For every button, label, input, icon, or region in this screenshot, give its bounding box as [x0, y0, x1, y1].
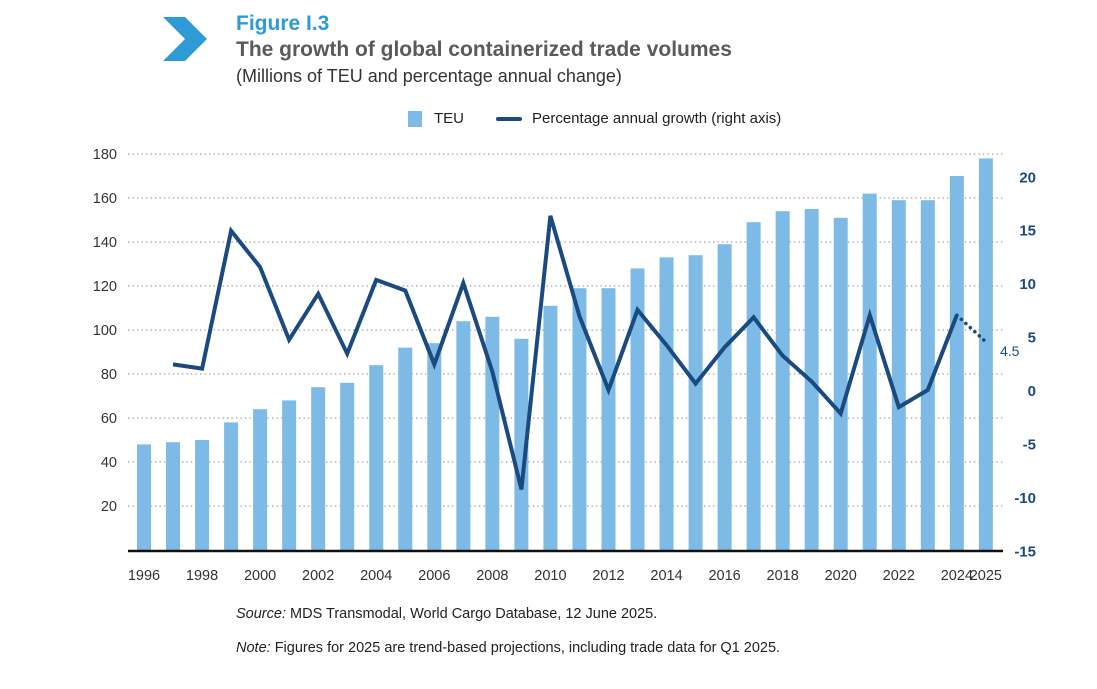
x-tick-label: 2012	[592, 568, 624, 584]
bar-teu-1998	[195, 440, 210, 550]
growth-line-projection	[955, 313, 988, 344]
x-tick-label: 2025	[970, 568, 1002, 584]
y-right-tick-label: -10	[1014, 490, 1036, 507]
bar-teu-2004	[369, 365, 384, 550]
growth-line	[172, 215, 959, 490]
figure-label: Figure I.3	[236, 12, 330, 35]
bar-teu-2016	[717, 244, 732, 550]
bar-teu-2011	[572, 288, 587, 550]
x-tick-label: 2002	[302, 568, 334, 584]
x-tick-label: 2016	[708, 568, 740, 584]
note-text: Figures for 2025 are trend-based project…	[270, 640, 781, 656]
y-left-tick-label: 120	[93, 279, 117, 295]
y-left-tick-label: 80	[101, 367, 117, 383]
x-tick-label: 1998	[186, 568, 218, 584]
source-label: Source:	[236, 606, 286, 622]
y-right-tick-label: -15	[1014, 543, 1036, 560]
x-tick-label: 2006	[418, 568, 450, 584]
x-tick-label: 2000	[244, 568, 276, 584]
bar-teu-1996	[137, 444, 151, 550]
x-tick-label: 2022	[883, 568, 915, 584]
y-right-tick-label: 0	[1028, 383, 1036, 400]
y-left-tick-label: 40	[101, 455, 117, 471]
x-tick-label: 2008	[476, 568, 508, 584]
x-tick-label: 2020	[825, 568, 857, 584]
x-tick-label: 2010	[534, 568, 566, 584]
bar-teu-2006	[427, 343, 442, 550]
bar-teu-2018	[775, 211, 790, 550]
bar-teu-2010	[543, 305, 558, 550]
y-right-tick-label: 5	[1028, 330, 1036, 347]
y-right-tick-label: 10	[1019, 276, 1036, 293]
bar-teu-2020	[833, 217, 848, 551]
bar-teu-2024	[949, 176, 964, 550]
bar-teu-2002	[311, 387, 326, 550]
legend-label-teu: TEU	[434, 110, 464, 127]
source-text: MDS Transmodal, World Cargo Database, 12…	[285, 606, 658, 622]
x-tick-label: 2024	[941, 568, 973, 584]
bar-teu-2007	[456, 321, 471, 550]
x-tick-label: 2018	[767, 568, 799, 584]
bar-teu-2008	[485, 316, 500, 550]
y-right-tick-label: 20	[1019, 169, 1036, 186]
note-label: Note:	[236, 640, 271, 656]
legend-label-growth: Percentage annual growth (right axis)	[532, 110, 782, 127]
y-right-tick-label: -5	[1023, 436, 1036, 453]
x-tick-label: 2004	[360, 568, 392, 584]
y-right-tick-label: 15	[1019, 223, 1036, 240]
chevron-right-icon	[163, 17, 207, 61]
x-tick-label: 2014	[650, 568, 682, 584]
bar-teu-1997	[166, 442, 181, 550]
bar-teu-2012	[601, 288, 616, 550]
bar-teu-2021	[862, 193, 877, 550]
x-tick-label: 1996	[128, 568, 160, 584]
bar-teu-2015	[688, 255, 703, 550]
chart-subtitle: (Millions of TEU and percentage annual c…	[236, 66, 622, 86]
bar-teu-2022	[891, 200, 906, 550]
legend-swatch-teu	[408, 110, 422, 127]
bar-teu-2005	[398, 347, 413, 550]
bar-teu-2017	[746, 222, 761, 550]
legend-swatch-growth	[496, 116, 522, 121]
bar-teu-2000	[253, 409, 268, 550]
y-left-tick-label: 140	[93, 235, 117, 251]
legend: TEU Percentage annual growth (right axis…	[408, 110, 781, 127]
source-note: Source: MDS Transmodal, World Cargo Data…	[236, 606, 657, 622]
y-left-tick-label: 180	[93, 147, 117, 163]
bar-teu-2023	[920, 200, 935, 550]
y-left-tick-label: 20	[101, 499, 117, 515]
note: Note: Figures for 2025 are trend-based p…	[236, 640, 780, 656]
y-left-tick-label: 100	[93, 323, 117, 339]
bar-teu-2025	[978, 158, 993, 550]
chart-title: The growth of global containerized trade…	[236, 38, 732, 61]
bar-teu-2003	[340, 382, 355, 550]
bar-teu-2009	[514, 338, 529, 550]
annotation-2025-growth: 4.5	[1000, 343, 1020, 359]
bar-teu-2001	[282, 400, 297, 550]
bar-teu-1999	[224, 422, 239, 550]
y-left-tick-label: 60	[101, 411, 117, 427]
bar-teu-2013	[630, 268, 645, 550]
y-left-tick-label: 160	[93, 191, 117, 207]
bar-teu-2014	[659, 257, 674, 550]
